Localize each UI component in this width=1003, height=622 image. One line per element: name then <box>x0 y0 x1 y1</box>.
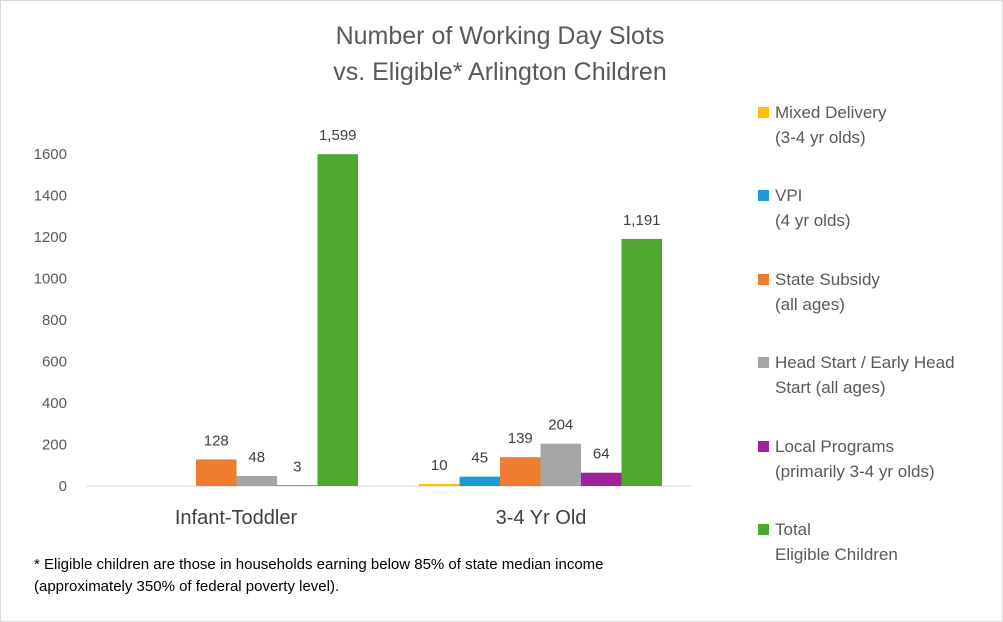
chart-title-line-2: vs. Eligible* Arlington Children <box>333 58 667 86</box>
data-label-0-1: 10 <box>431 457 448 474</box>
legend-swatch-2 <box>758 273 769 285</box>
bar-4-1 <box>581 472 622 486</box>
legend-text-3: Head Start / Early Head Start (all ages) <box>775 350 1000 400</box>
bar-5-1 <box>621 238 662 486</box>
footnote-line-1: * Eligible children are those in househo… <box>34 556 604 573</box>
y-tick-label-1400: 1400 <box>34 188 67 205</box>
y-tick-label-600: 600 <box>42 354 67 371</box>
legend-text-1: VPI (4 yr olds) <box>775 183 1000 233</box>
bar-3-1 <box>540 443 581 486</box>
y-tick-label-200: 200 <box>42 437 67 454</box>
legend-text-line-3-0: Head Start / Early Head <box>775 353 955 373</box>
legend-text-4: Local Programs (primarily 3-4 yr olds) <box>775 434 1000 484</box>
footnote-line-2: (approximately 350% of federal poverty l… <box>34 578 340 595</box>
bar-5-0 <box>317 154 358 486</box>
legend-text-line-0-0: Mixed Delivery <box>775 103 887 122</box>
category-label-0: Infant-Toddler <box>175 507 298 529</box>
bar-2-0 <box>196 459 237 486</box>
data-label-4-1: 64 <box>593 446 610 463</box>
legend-text-line-1-1: (4 yr olds) <box>775 211 851 231</box>
y-tick-label-1600: 1600 <box>34 146 67 163</box>
y-tick-label-800: 800 <box>42 312 67 329</box>
legend-text-0: Mixed Delivery (3-4 yr olds) <box>775 100 1000 150</box>
data-label-3-0: 48 <box>248 449 265 466</box>
legend-text-line-4-1: (primarily 3-4 yr olds) <box>775 461 935 481</box>
data-label-5-0: 1,599 <box>319 127 357 144</box>
legend-swatch-3 <box>758 357 769 369</box>
legend-swatch-4 <box>758 440 769 452</box>
bar-2-1 <box>500 457 541 486</box>
y-tick-label-1200: 1200 <box>34 229 67 246</box>
data-label-2-0: 128 <box>204 432 229 449</box>
chart-title-line-1: Number of Working Day Slots <box>335 22 665 50</box>
legend-swatch-0 <box>758 107 769 118</box>
bar-3-0 <box>236 476 277 486</box>
legend-text-line-0-1: (3-4 yr olds) <box>775 128 866 147</box>
data-label-2-1: 139 <box>508 430 533 447</box>
legend-text-line-2-1: (all ages) <box>775 294 845 314</box>
legend-text-line-2-0: State Subsidy <box>775 269 880 289</box>
y-tick-label-1000: 1000 <box>34 271 67 288</box>
legend-text-line-5-0: Total <box>775 520 811 539</box>
legend-text-line-3-1: Start (all ages) <box>775 378 886 398</box>
data-label-3-1: 204 <box>548 417 573 434</box>
data-label-1-1: 45 <box>471 450 488 467</box>
bar-0-1 <box>419 483 460 486</box>
chart-footnote: * Eligible children are those in househo… <box>34 554 714 598</box>
category-label-1: 3-4 Yr Old <box>496 507 587 529</box>
legend-text-2: State Subsidy (all ages) <box>775 267 1000 317</box>
chart-title: Number of Working Day Slots vs. Eligible… <box>240 18 760 90</box>
legend-text-5: Total Eligible Children <box>775 517 1000 567</box>
legend-text-line-5-1: Eligible Children <box>775 545 898 564</box>
legend-text-line-1-0: VPI <box>775 186 803 206</box>
y-tick-label-400: 400 <box>42 395 67 412</box>
data-label-4-0: 3 <box>293 458 301 475</box>
data-label-5-1: 1,191 <box>623 212 661 229</box>
legend-swatch-5 <box>758 524 769 535</box>
bar-4-0 <box>277 485 318 486</box>
legend-text-line-4-0: Local Programs <box>775 436 895 456</box>
bar-1-1 <box>459 476 500 486</box>
legend-swatch-1 <box>758 190 769 202</box>
y-tick-label-0: 0 <box>59 478 67 495</box>
